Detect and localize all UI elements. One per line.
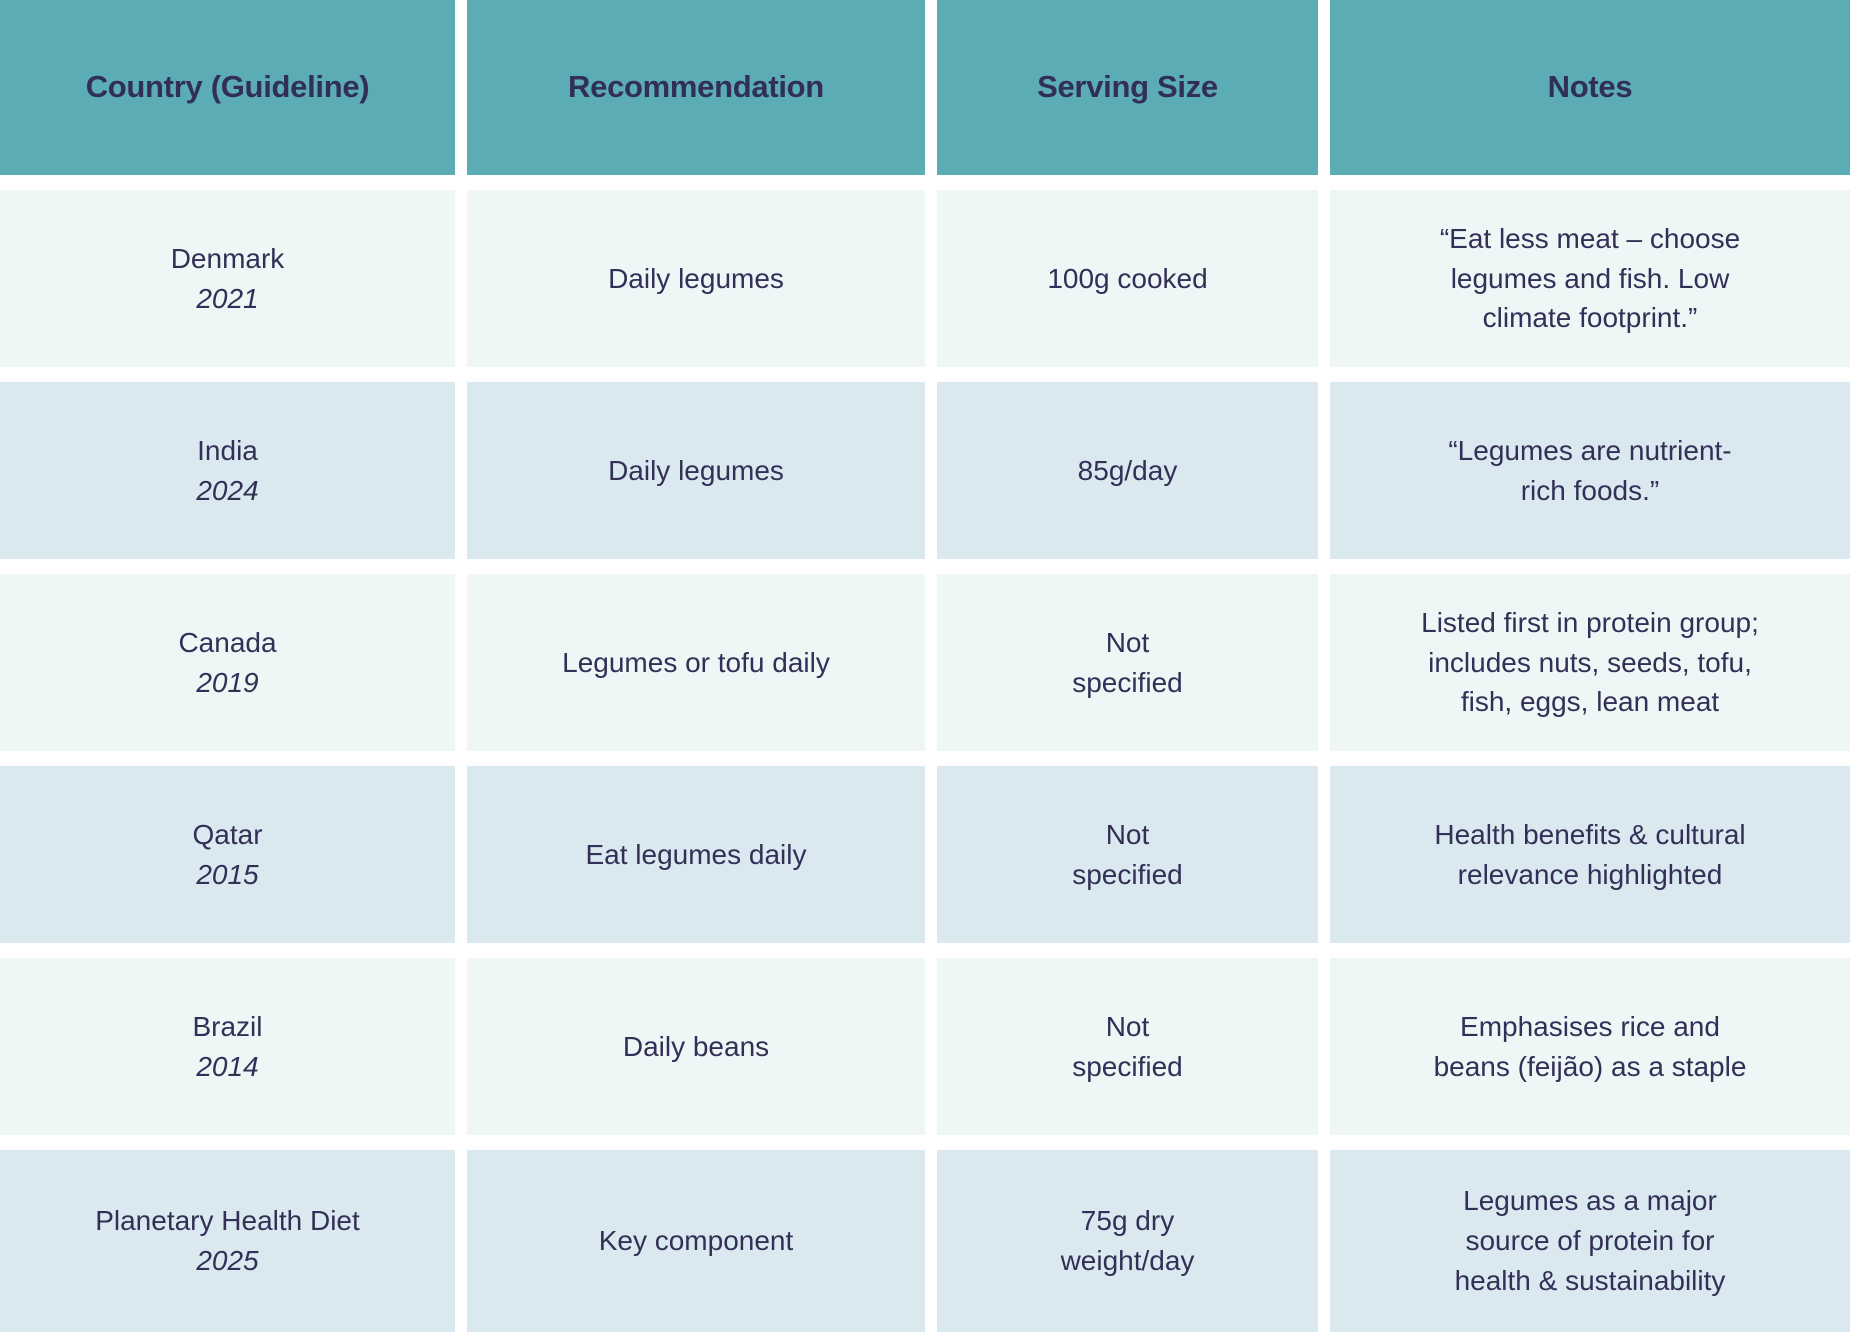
notes-text: “Eat less meat – choose legumes and fish…	[1439, 222, 1741, 334]
recommendation-text: Daily legumes	[608, 454, 784, 486]
guideline-year: 2014	[196, 1050, 259, 1082]
cell-serving-size: Not specified	[937, 574, 1318, 751]
cell-notes: Listed first in protein group; includes …	[1330, 574, 1850, 751]
cell-notes: Legumes as a major source of protein for…	[1330, 1150, 1850, 1332]
notes-text: “Legumes are nutrient- rich foods.”	[1448, 434, 1732, 506]
cell-notes: “Legumes are nutrient- rich foods.”	[1330, 382, 1850, 559]
cell-recommendation: Legumes or tofu daily	[467, 574, 925, 751]
serving-size-text: 100g cooked	[1047, 262, 1208, 294]
cell-country: Denmark 2021	[0, 190, 455, 367]
cell-recommendation: Daily legumes	[467, 382, 925, 559]
recommendation-text: Key component	[598, 1225, 794, 1257]
cell-notes: Health benefits & cultural relevance hig…	[1330, 766, 1850, 943]
serving-size-text: Not specified	[1072, 1010, 1183, 1082]
notes-text: Listed first in protein group; includes …	[1421, 606, 1759, 718]
country-name: Planetary Health Diet	[95, 1205, 360, 1237]
cell-recommendation: Daily legumes	[467, 190, 925, 367]
cell-serving-size: 75g dry weight/day	[937, 1150, 1318, 1332]
cell-notes: “Eat less meat – choose legumes and fish…	[1330, 190, 1850, 367]
column-header-country: Country (Guideline)	[0, 0, 455, 175]
guideline-year: 2024	[196, 474, 259, 506]
notes-text: Health benefits & cultural relevance hig…	[1434, 818, 1746, 890]
cell-serving-size: Not specified	[937, 958, 1318, 1135]
column-header-recommendation: Recommendation	[467, 0, 925, 175]
notes-text: Legumes as a major source of protein for…	[1454, 1185, 1726, 1296]
serving-size-text: 85g/day	[1077, 454, 1178, 486]
cell-country: Canada 2019	[0, 574, 455, 751]
cell-notes: Emphasises rice and beans (feijão) as a …	[1330, 958, 1850, 1135]
cell-serving-size: 85g/day	[937, 382, 1318, 559]
recommendation-text: Legumes or tofu daily	[562, 646, 830, 678]
guideline-year: 2021	[196, 282, 259, 314]
column-header-serving-size: Serving Size	[937, 0, 1318, 175]
cell-recommendation: Daily beans	[467, 958, 925, 1135]
serving-size-text: 75g dry weight/day	[1060, 1205, 1195, 1276]
cell-serving-size: 100g cooked	[937, 190, 1318, 367]
recommendation-text: Daily legumes	[608, 262, 784, 294]
cell-recommendation: Key component	[467, 1150, 925, 1332]
recommendation-text: Eat legumes daily	[585, 838, 807, 870]
recommendation-text: Daily beans	[622, 1030, 770, 1062]
country-name: Denmark	[170, 242, 285, 274]
cell-serving-size: Not specified	[937, 766, 1318, 943]
cell-recommendation: Eat legumes daily	[467, 766, 925, 943]
serving-size-text: Not specified	[1072, 818, 1183, 890]
country-name: India	[197, 434, 258, 466]
cell-country: India 2024	[0, 382, 455, 559]
guideline-year: 2025	[196, 1245, 259, 1276]
country-name: Canada	[178, 626, 277, 658]
notes-text: Emphasises rice and beans (feijão) as a …	[1433, 1010, 1747, 1082]
serving-size-text: Not specified	[1072, 626, 1183, 698]
cell-country: Brazil 2014	[0, 958, 455, 1135]
guideline-year: 2019	[196, 666, 259, 698]
column-header-notes: Notes	[1330, 0, 1850, 175]
cell-country: Qatar 2015	[0, 766, 455, 943]
cell-country: Planetary Health Diet 2025	[0, 1150, 455, 1332]
country-name: Brazil	[192, 1010, 263, 1042]
guideline-year: 2015	[196, 858, 259, 890]
country-name: Qatar	[192, 818, 263, 850]
